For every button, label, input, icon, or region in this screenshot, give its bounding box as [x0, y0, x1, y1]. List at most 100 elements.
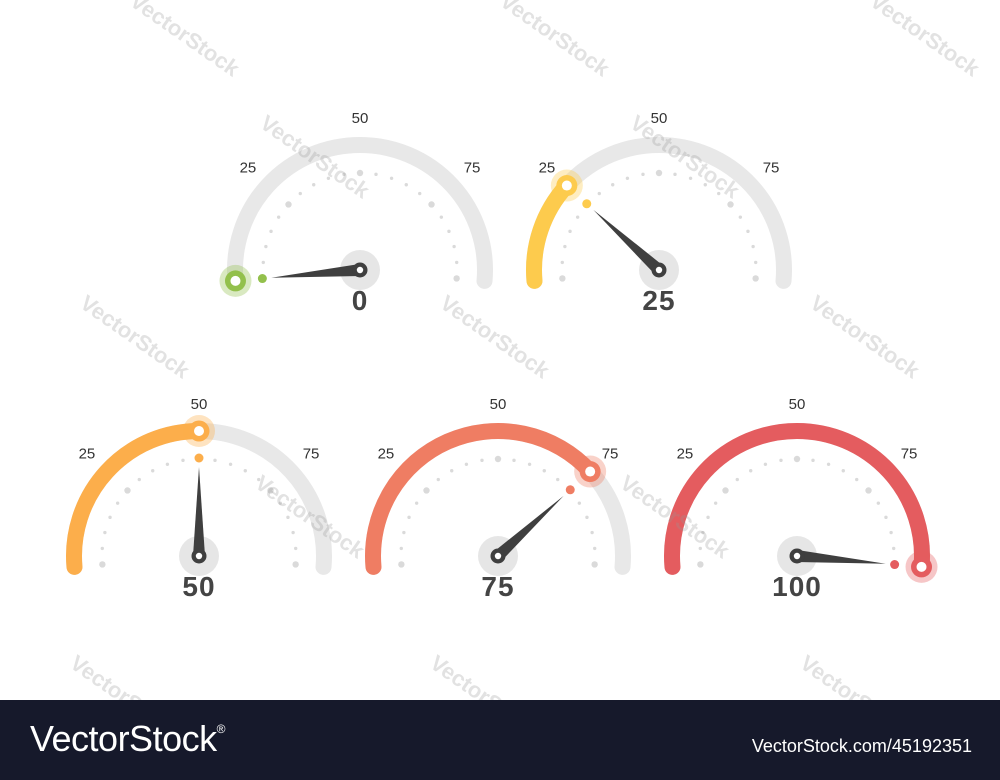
scale-dot: [374, 172, 378, 177]
scale-dot: [542, 469, 546, 473]
scale-dot: [625, 176, 630, 180]
scale-dot: [841, 469, 845, 473]
scale-dot: [763, 462, 768, 466]
scale-dot: [706, 515, 710, 520]
scale-dot: [751, 244, 755, 249]
scale-dot: [752, 275, 759, 282]
scale-dot: [727, 201, 734, 208]
gauge: 25 50 75 100: [664, 396, 938, 602]
scale-dot: [559, 275, 566, 282]
scale-dot: [399, 546, 403, 551]
scale-dot: [641, 172, 645, 177]
scale-dot: [701, 530, 705, 535]
needle: [271, 264, 361, 278]
gauge: 25 50 75 75: [365, 396, 631, 602]
scale-dot: [793, 455, 801, 463]
value-marker-center: [585, 466, 596, 477]
gauge-progress-arc: [66, 423, 207, 575]
footer-brand-text: VectorStock: [30, 718, 217, 759]
scale-dot: [342, 172, 346, 177]
tick-label-75: 75: [901, 445, 918, 462]
scale-dot: [151, 469, 155, 473]
scale-dot: [722, 487, 729, 494]
tick-label-50: 50: [789, 396, 806, 413]
registered-mark: ®: [216, 722, 226, 736]
scale-dot: [450, 469, 454, 473]
gauges-canvas: 25 50 75 0 25 50 75 25 25 50 75 50 25 50 75 75 25 50 75 100: [66, 110, 938, 602]
indicator-dot: [194, 453, 204, 463]
value-label: 50: [182, 571, 215, 602]
scale-dot: [298, 191, 302, 196]
scale-dot: [591, 561, 598, 568]
scale-dot: [439, 215, 444, 219]
scale-dot: [404, 183, 408, 187]
scale-dot: [884, 515, 888, 520]
needle-pivot-center: [356, 266, 364, 274]
tick-label-50: 50: [352, 110, 369, 127]
scale-dot: [398, 561, 405, 568]
scale-dot: [115, 501, 120, 505]
value-label: 75: [481, 571, 514, 602]
scale-dot: [746, 229, 750, 234]
scale-dot: [269, 229, 273, 234]
scale-dot: [673, 172, 677, 177]
scale-dot: [480, 458, 484, 463]
scale-dot: [423, 487, 430, 494]
scale-dot: [855, 477, 859, 482]
tick-label-75: 75: [464, 159, 481, 176]
scale-dot: [593, 546, 597, 551]
tick-label-25: 25: [539, 159, 556, 176]
tick-label-25: 25: [240, 159, 257, 176]
scale-dot: [464, 462, 469, 466]
scale-dot: [389, 176, 394, 180]
tick-label-75: 75: [602, 445, 619, 462]
scale-dot: [407, 515, 411, 520]
scale-dot: [655, 169, 663, 177]
gauge-progress-arc: [526, 177, 575, 289]
scale-dot: [312, 183, 316, 187]
value-label: 25: [642, 285, 675, 316]
tick-label-25: 25: [378, 445, 395, 462]
scale-dot: [213, 458, 217, 463]
gauge-track: [227, 137, 493, 289]
scale-dot: [892, 546, 896, 551]
scale-dot: [527, 462, 532, 466]
scale-dot: [611, 183, 615, 187]
scale-dot: [560, 260, 564, 265]
indicator-dot: [565, 485, 575, 495]
needle-pivot-center: [655, 266, 663, 274]
scale-dot: [688, 176, 693, 180]
scale-dot: [452, 244, 456, 249]
needle: [796, 550, 886, 564]
scale-dot: [267, 487, 274, 494]
scale-dot: [257, 477, 261, 482]
scale-dot: [453, 275, 460, 282]
scale-dot: [276, 215, 281, 219]
scale-dot: [228, 462, 233, 466]
scale-dot: [563, 244, 567, 249]
scale-dot: [697, 561, 704, 568]
tick-label-75: 75: [303, 445, 320, 462]
scale-dot: [291, 530, 295, 535]
scale-dot: [811, 458, 815, 463]
scale-dot: [738, 215, 743, 219]
gauge: 25 50 75 0: [219, 110, 493, 316]
scale-dot: [100, 546, 105, 551]
scale-dot: [181, 458, 185, 463]
scale-dot: [356, 169, 364, 177]
scale-dot: [889, 530, 893, 535]
needle-pivot-center: [793, 552, 801, 560]
scale-dot: [99, 561, 106, 568]
scale-dot: [402, 530, 406, 535]
value-label: 100: [772, 571, 822, 602]
scale-dot: [243, 469, 247, 473]
scale-dot: [703, 183, 707, 187]
needle: [593, 209, 664, 275]
scale-dot: [494, 455, 502, 463]
scale-dot: [326, 176, 331, 180]
needle-pivot-center: [195, 552, 203, 560]
scale-dot: [512, 458, 516, 463]
scale-dot: [278, 501, 283, 505]
gauge-progress-arc: [365, 423, 599, 575]
gauge: 25 50 75 25: [526, 110, 792, 316]
